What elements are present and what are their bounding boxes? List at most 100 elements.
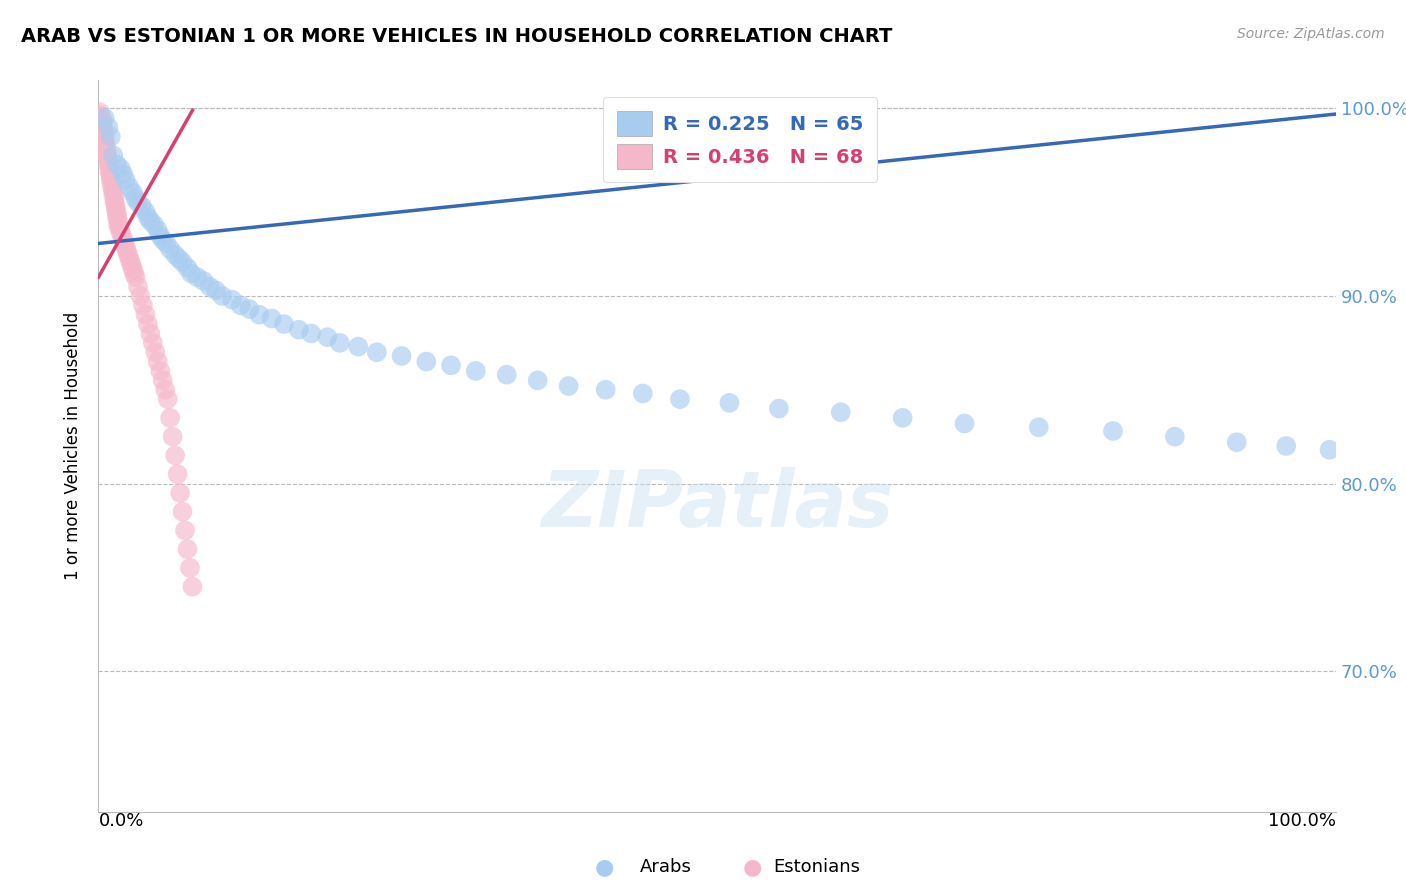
Text: 0.0%: 0.0% xyxy=(98,812,143,830)
Point xyxy=(104,199,127,213)
Point xyxy=(595,383,617,397)
Point xyxy=(526,373,548,387)
Point xyxy=(1319,442,1341,457)
Point xyxy=(97,158,120,172)
Point xyxy=(143,218,166,232)
Point xyxy=(121,259,143,273)
Point xyxy=(146,223,169,237)
Point xyxy=(110,225,132,239)
Point xyxy=(181,580,204,594)
Point xyxy=(112,236,135,251)
Point xyxy=(347,340,370,354)
Point xyxy=(114,240,136,254)
Point xyxy=(91,112,114,127)
Point xyxy=(112,233,135,247)
Point xyxy=(180,267,202,281)
Point xyxy=(193,274,215,288)
Point xyxy=(155,236,177,251)
Point xyxy=(120,255,142,269)
Point xyxy=(98,161,121,176)
Point xyxy=(415,354,437,368)
Point xyxy=(198,279,221,293)
Point xyxy=(143,345,166,359)
Point xyxy=(152,373,174,387)
Point xyxy=(107,214,129,228)
Point xyxy=(105,210,128,224)
Point xyxy=(91,116,114,130)
Point xyxy=(134,308,156,322)
Point xyxy=(139,326,162,341)
Point xyxy=(122,186,145,200)
Point xyxy=(117,248,139,262)
Point xyxy=(94,143,117,157)
Point xyxy=(89,105,111,120)
Text: 100.0%: 100.0% xyxy=(1268,812,1336,830)
Point xyxy=(169,486,191,500)
Point xyxy=(103,187,125,202)
Text: ●: ● xyxy=(742,857,762,877)
Point xyxy=(97,120,120,135)
Point xyxy=(260,311,283,326)
Point xyxy=(718,396,741,410)
Point xyxy=(557,379,579,393)
Point xyxy=(891,410,914,425)
Point xyxy=(111,229,134,244)
Point xyxy=(129,289,152,303)
Point xyxy=(316,330,339,344)
Point xyxy=(159,410,181,425)
Point xyxy=(139,214,162,228)
Point xyxy=(127,279,149,293)
Point xyxy=(100,169,122,183)
Point xyxy=(288,323,311,337)
Point xyxy=(495,368,517,382)
Point xyxy=(142,335,165,350)
Text: ZIPatlas: ZIPatlas xyxy=(541,467,893,542)
Point xyxy=(162,429,184,443)
Point xyxy=(1164,429,1187,443)
Point xyxy=(167,252,190,266)
Point xyxy=(100,129,122,144)
Point xyxy=(134,204,156,219)
Point xyxy=(93,135,115,149)
Point xyxy=(103,195,125,210)
Point xyxy=(132,298,155,312)
Point xyxy=(273,317,295,331)
Point xyxy=(229,298,252,312)
Point xyxy=(440,359,463,373)
Point xyxy=(830,405,852,419)
Point xyxy=(179,561,201,575)
Point xyxy=(299,326,322,341)
Point xyxy=(329,335,352,350)
Point xyxy=(211,289,233,303)
Point xyxy=(110,161,132,176)
Point xyxy=(669,392,692,406)
Point xyxy=(155,383,177,397)
Point xyxy=(104,202,127,217)
Point xyxy=(105,158,128,172)
Point xyxy=(93,120,115,135)
Point xyxy=(953,417,976,431)
Point xyxy=(149,364,172,378)
Text: ●: ● xyxy=(595,857,614,877)
Point xyxy=(103,191,125,205)
Point xyxy=(176,542,198,557)
Y-axis label: 1 or more Vehicles in Household: 1 or more Vehicles in Household xyxy=(65,312,83,580)
Point xyxy=(464,364,486,378)
Point xyxy=(103,148,125,162)
Point xyxy=(366,345,388,359)
Point xyxy=(112,167,135,181)
Point xyxy=(1028,420,1050,434)
Point xyxy=(136,317,159,331)
Point xyxy=(768,401,790,416)
Point xyxy=(176,260,198,275)
Point xyxy=(124,191,146,205)
Point xyxy=(156,392,179,406)
Point xyxy=(103,184,125,198)
Point xyxy=(107,218,129,232)
Point xyxy=(1102,424,1125,438)
Point xyxy=(101,180,124,194)
Point xyxy=(172,505,194,519)
Point xyxy=(1275,439,1298,453)
Point xyxy=(115,244,138,258)
Point xyxy=(127,195,149,210)
